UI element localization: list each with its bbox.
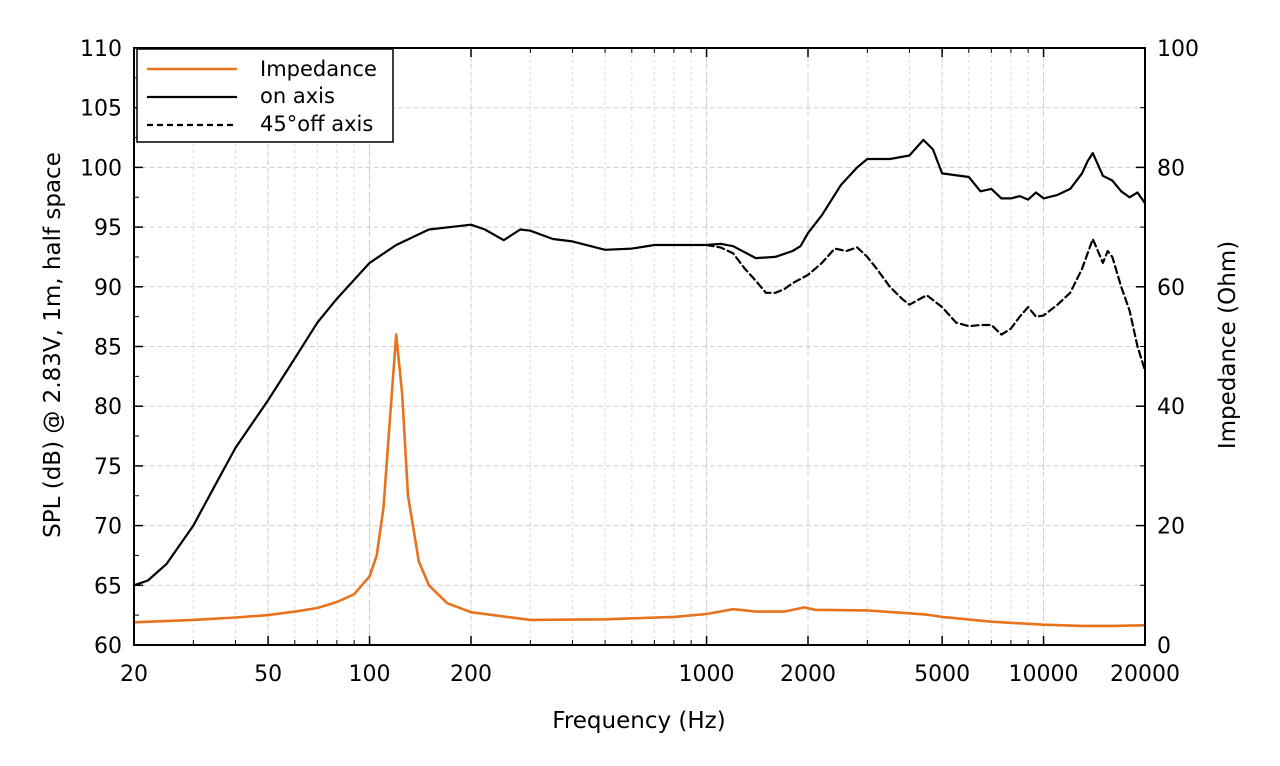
x-tick-label: 1000 (679, 662, 735, 687)
y-left-tick-label: 80 (94, 395, 122, 420)
x-tick-label: 10000 (1009, 662, 1079, 687)
x-tick-label: 2000 (780, 662, 836, 687)
legend-label-off-axis: 45°off axis (260, 112, 373, 136)
x-tick-label: 5000 (914, 662, 970, 687)
y-left-tick-label: 95 (94, 216, 122, 241)
x-axis-title: Frequency (Hz) (552, 708, 725, 734)
y-left-tick-label: 65 (94, 574, 122, 599)
series-layer (132, 138, 1147, 628)
y-left-tick-label: 90 (94, 276, 122, 301)
y-right-tick-label: 60 (1157, 276, 1185, 301)
legend-box (136, 48, 394, 143)
y-left-tick-label: 75 (94, 455, 122, 480)
y-left-tick-label: 105 (80, 97, 122, 122)
y-left-tick-label: 70 (94, 515, 122, 540)
legend-label-on-axis: on axis (260, 84, 335, 108)
y-right-tick-label: 0 (1157, 634, 1171, 659)
y-axis-left-title: SPL (dB) @ 2.83V, 1m, half space (40, 152, 66, 538)
y-right-tick-label: 20 (1157, 515, 1185, 540)
x-tick-label: 20 (120, 662, 148, 687)
x-tick-label: 200 (450, 662, 492, 687)
y-right-tick-label: 80 (1157, 156, 1185, 181)
series-line-on-axis (132, 138, 1147, 587)
y-right-tick-label: 40 (1157, 395, 1185, 420)
x-tick-label: 20000 (1110, 662, 1180, 687)
y-right-tick-label: 100 (1157, 37, 1199, 62)
y-left-tick-label: 85 (94, 336, 122, 361)
series-line-45-off-axis (705, 237, 1147, 372)
x-tick-label: 50 (254, 662, 282, 687)
legend: Impedance on axis 45°off axis (136, 48, 394, 143)
x-tick-label: 100 (349, 662, 391, 687)
y-left-tick-label: 100 (80, 156, 122, 181)
y-axis-right-title: Impedance (Ohm) (1215, 241, 1241, 449)
tick-labels-layer: 20 50 100 200 1000 2000 5000 10000 2000060657075… (80, 37, 1199, 687)
legend-label-impedance: Impedance (260, 57, 377, 81)
y-left-tick-label: 110 (80, 37, 122, 62)
y-left-tick-label: 60 (94, 634, 122, 659)
series-line-impedance (132, 333, 1147, 628)
